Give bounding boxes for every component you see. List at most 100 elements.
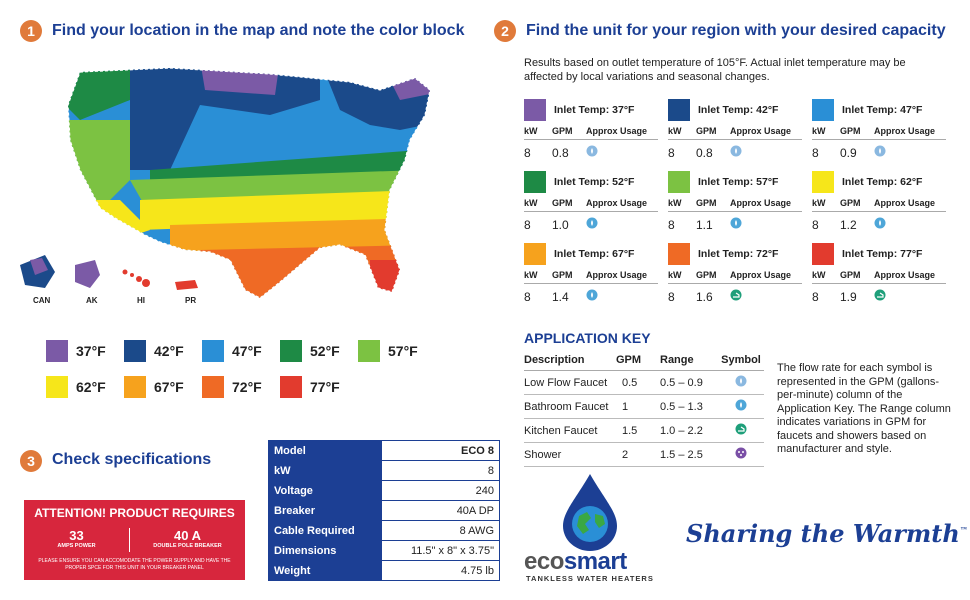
- low-flow-faucet-icon: [874, 145, 944, 160]
- unit-gpm-value: 1.2: [840, 217, 857, 232]
- legend-item: 72°F: [202, 376, 262, 398]
- attention-breaker-label: DOUBLE POLE BREAKER: [153, 543, 222, 549]
- legend-swatch: [280, 376, 302, 398]
- legend-swatch: [46, 376, 68, 398]
- unit-card: Inlet Temp: 72°F kW GPM Approx Usage 8 1.6: [668, 243, 802, 304]
- legend-label: 72°F: [232, 379, 262, 395]
- bathroom-faucet-icon: [730, 217, 800, 232]
- unit-inlet-temp: Inlet Temp: 57°F: [698, 176, 779, 188]
- unit-swatch: [668, 99, 690, 121]
- spec-value: 40A DP: [381, 500, 500, 521]
- appkey-range: 0.5 – 1.3: [660, 394, 718, 419]
- kitchen-faucet-icon: [874, 289, 944, 304]
- unit-col-kw: kW: [668, 270, 682, 280]
- unit-swatch: [668, 243, 690, 265]
- unit-col-usage: Approx Usage: [586, 270, 648, 280]
- spec-key: Breaker: [268, 500, 382, 521]
- table-row: Voltage 240: [268, 480, 500, 501]
- shower-icon: [718, 442, 764, 467]
- legend-label: 52°F: [310, 343, 340, 359]
- unit-col-usage: Approx Usage: [730, 126, 792, 136]
- spec-key: Model: [268, 440, 382, 461]
- unit-col-gpm: GPM: [840, 198, 861, 208]
- table-row: Cable Required 8 AWG: [268, 520, 500, 541]
- appkey-gpm: 1: [616, 394, 660, 419]
- legend-swatch: [124, 376, 146, 398]
- unit-col-gpm: GPM: [552, 198, 573, 208]
- appkey-description: Low Flow Faucet: [524, 370, 616, 395]
- unit-card: Inlet Temp: 37°F kW GPM Approx Usage 8 0.8: [524, 99, 658, 160]
- step-1-title: Find your location in the map and note t…: [52, 22, 465, 39]
- application-key-title: APPLICATION KEY: [524, 330, 651, 346]
- unit-col-kw: kW: [668, 198, 682, 208]
- unit-inlet-temp: Inlet Temp: 62°F: [842, 176, 923, 188]
- table-row: Breaker 40A DP: [268, 500, 500, 521]
- us-temperature-map: [20, 67, 431, 299]
- legend-swatch: [202, 340, 224, 362]
- legend-label: 47°F: [232, 343, 262, 359]
- unit-swatch: [524, 171, 546, 193]
- appkey-header-gpm: GPM: [616, 350, 660, 371]
- table-row: Model ECO 8: [268, 440, 500, 461]
- table-row: Shower 2 1.5 – 2.5: [524, 442, 764, 467]
- unit-card: Inlet Temp: 47°F kW GPM Approx Usage 8 0.9: [812, 99, 946, 160]
- unit-gpm-value: 0.8: [696, 145, 713, 160]
- unit-col-usage: Approx Usage: [586, 198, 648, 208]
- ecosmart-drop-logo: [563, 474, 617, 551]
- unit-kw-value: 8: [524, 145, 531, 160]
- unit-inlet-temp: Inlet Temp: 37°F: [554, 104, 635, 116]
- table-row: Kitchen Faucet 1.5 1.0 – 2.2: [524, 418, 764, 443]
- map-label-hi: HI: [137, 296, 145, 305]
- legend-swatch: [358, 340, 380, 362]
- legend-item: 47°F: [202, 340, 262, 362]
- unit-gpm-value: 1.6: [696, 289, 713, 304]
- low-flow-faucet-icon: [730, 145, 800, 160]
- spec-key: Weight: [268, 560, 382, 581]
- legend-item: 62°F: [46, 376, 106, 398]
- unit-col-usage: Approx Usage: [874, 270, 936, 280]
- map-label-pr: PR: [185, 296, 197, 305]
- spec-key: Dimensions: [268, 540, 382, 561]
- unit-card: Inlet Temp: 67°F kW GPM Approx Usage 8 1.4: [524, 243, 658, 304]
- step-2-note: Results based on outlet temperature of 1…: [524, 57, 906, 83]
- unit-inlet-temp: Inlet Temp: 72°F: [698, 248, 779, 260]
- unit-inlet-temp: Inlet Temp: 52°F: [554, 176, 635, 188]
- legend-item: 52°F: [280, 340, 340, 362]
- kitchen-faucet-icon: [718, 418, 764, 443]
- unit-col-usage: Approx Usage: [874, 126, 936, 136]
- bathroom-faucet-icon: [874, 217, 944, 232]
- legend-swatch: [46, 340, 68, 362]
- unit-col-gpm: GPM: [840, 270, 861, 280]
- table-row: Low Flow Faucet 0.5 0.5 – 0.9: [524, 370, 764, 395]
- unit-gpm-value: 1.0: [552, 217, 569, 232]
- unit-swatch: [524, 99, 546, 121]
- spec-value: ECO 8: [381, 440, 500, 461]
- unit-gpm-value: 1.1: [696, 217, 713, 232]
- application-key-table: Description GPM Range Symbol Low Flow Fa…: [524, 350, 764, 467]
- legend-item: 42°F: [124, 340, 184, 362]
- spec-value: 240: [381, 480, 500, 501]
- step-2-title: Find the unit for your region with your …: [526, 22, 946, 39]
- appkey-description: Bathroom Faucet: [524, 394, 616, 419]
- unit-col-gpm: GPM: [552, 126, 573, 136]
- legend-item: 57°F: [358, 340, 418, 362]
- appkey-range: 1.0 – 2.2: [660, 418, 718, 443]
- step-3-badge: 3: [20, 450, 42, 472]
- legend-swatch: [280, 340, 302, 362]
- step-1-badge: 1: [20, 20, 42, 42]
- brand-tagline: TANKLESS WATER HEATERS: [526, 574, 654, 583]
- appkey-description: Shower: [524, 442, 616, 467]
- legend-label: 62°F: [76, 379, 106, 395]
- spec-value: 4.75 lb: [381, 560, 500, 581]
- unit-col-usage: Approx Usage: [874, 198, 936, 208]
- specifications-table: Model ECO 8 kW 8 Voltage 240 Breaker 40A DP Cabl…: [268, 440, 500, 581]
- brand-slogan: Sharing the Warmth™: [686, 519, 968, 548]
- unit-col-kw: kW: [524, 198, 538, 208]
- unit-col-gpm: GPM: [552, 270, 573, 280]
- low-flow-faucet-icon: [586, 145, 656, 160]
- legend-item: 67°F: [124, 376, 184, 398]
- appkey-gpm: 0.5: [616, 370, 660, 395]
- step-3-title: Check specifications: [52, 451, 212, 468]
- table-row: kW 8: [268, 460, 500, 481]
- unit-swatch: [668, 171, 690, 193]
